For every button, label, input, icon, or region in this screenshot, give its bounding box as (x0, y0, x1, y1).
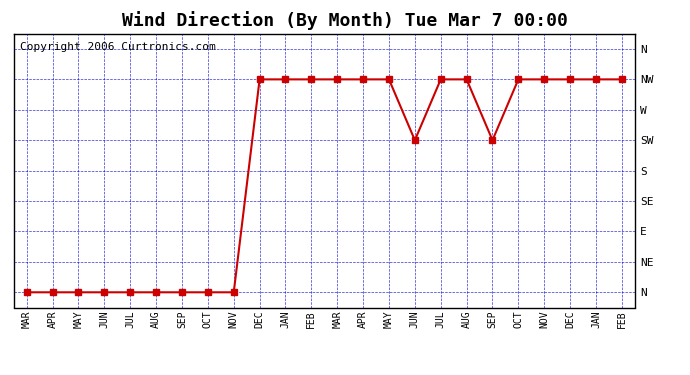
Text: Copyright 2006 Curtronics.com: Copyright 2006 Curtronics.com (20, 42, 216, 52)
Text: Wind Direction (By Month) Tue Mar 7 00:00: Wind Direction (By Month) Tue Mar 7 00:0… (122, 11, 568, 30)
